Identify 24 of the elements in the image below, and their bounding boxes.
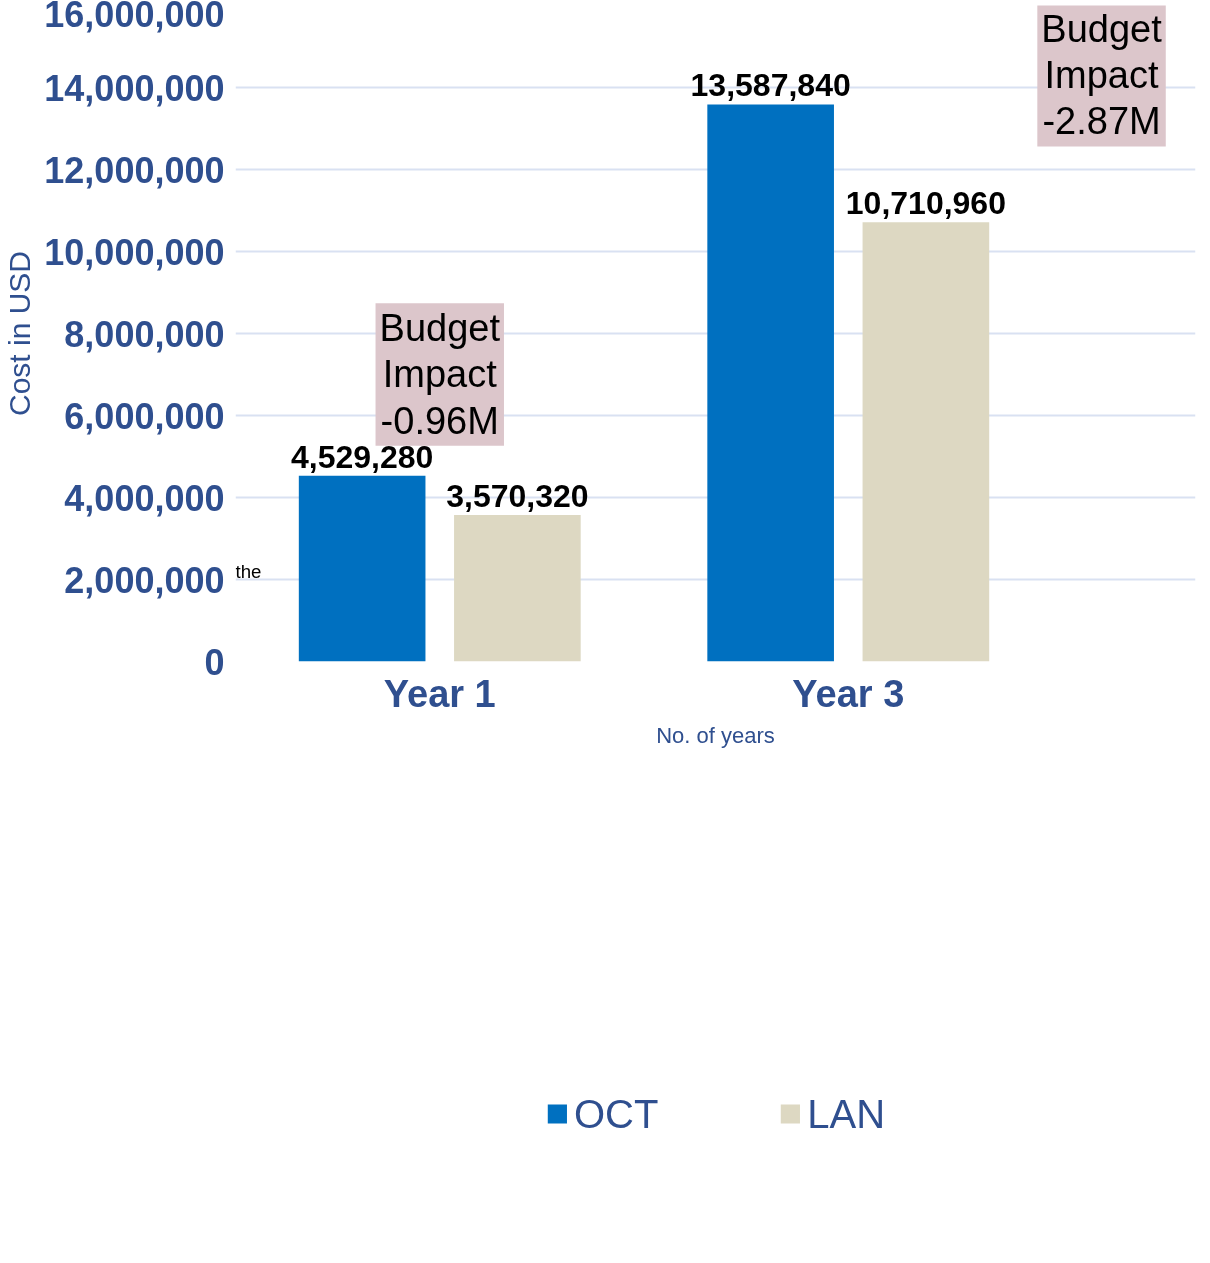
y-tick-label: 2,000,000 [64,559,225,601]
bar [454,515,581,662]
legend-label: LAN [807,1091,886,1137]
y-axis-title: Cost in USD [3,250,37,417]
text: 13,587,840 [690,67,851,104]
bar [298,475,426,662]
text: 10,710,960 [845,185,1006,222]
x-tick-label: Year 3 [792,672,905,715]
bar [707,104,834,662]
y-tick-label: 10,000,000 [44,231,225,273]
legend-label: OCT [573,1091,659,1137]
y-tick-label: 6,000,000 [64,395,225,437]
y-tick-label: 12,000,000 [44,149,225,191]
annotation: Budget Impact -2.87M [1041,8,1163,143]
bar [862,222,990,662]
y-tick-label: 16,000,000 [44,0,225,35]
y-tick-label: 4,000,000 [64,477,225,519]
y-tick-label: 14,000,000 [44,67,225,109]
x-axis-title: No. of years [656,722,775,748]
y-tick-label: 8,000,000 [64,313,225,355]
x-tick-label: Year 1 [383,672,496,715]
annotation: the [235,560,262,582]
text: 3,570,320 [446,478,589,515]
y-tick-label: 0 [204,641,225,683]
